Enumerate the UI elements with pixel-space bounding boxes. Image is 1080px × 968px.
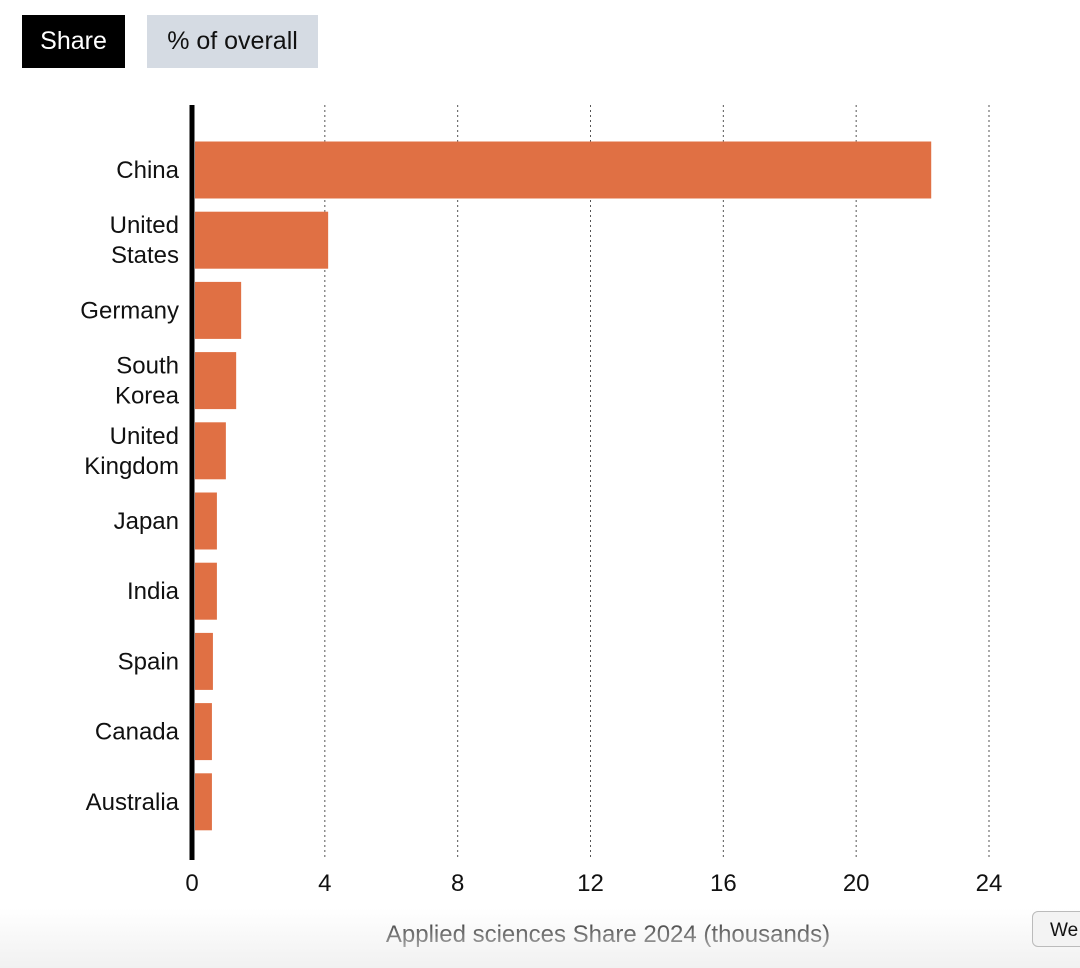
x-tick-label: 4 <box>318 870 331 897</box>
category-label: Japan <box>114 508 179 535</box>
x-tick-label: 16 <box>710 870 737 897</box>
category-label: South <box>116 353 179 380</box>
category-label: States <box>111 242 179 269</box>
bar <box>195 211 329 269</box>
x-tick-label: 24 <box>976 870 1003 897</box>
category-label: Spain <box>118 648 179 675</box>
category-label: United <box>110 212 179 239</box>
share-toggle-button[interactable]: Share <box>22 15 125 68</box>
bar <box>195 492 217 550</box>
category-label: Canada <box>95 719 180 746</box>
percent-overall-toggle-button[interactable]: % of overall <box>147 15 318 68</box>
x-tick-label: 12 <box>577 870 604 897</box>
bar <box>195 632 213 690</box>
category-label: Kingdom <box>84 453 179 480</box>
category-label: Australia <box>86 789 180 816</box>
bar <box>195 281 242 339</box>
tooltip-popup[interactable]: We <box>1032 911 1080 947</box>
category-label: China <box>116 157 179 184</box>
bar <box>195 562 217 620</box>
category-label: Germany <box>80 297 179 324</box>
x-tick-label: 8 <box>451 870 464 897</box>
x-tick-label: 20 <box>843 870 870 897</box>
bar <box>195 141 932 199</box>
bar <box>195 773 212 831</box>
x-tick-label: 0 <box>185 870 198 897</box>
category-label: India <box>127 578 180 605</box>
bar <box>195 422 226 480</box>
bottom-fade <box>0 908 1080 968</box>
bar <box>195 352 237 410</box>
category-label: United <box>110 423 179 450</box>
category-label: Korea <box>115 383 180 410</box>
bar <box>195 703 212 761</box>
